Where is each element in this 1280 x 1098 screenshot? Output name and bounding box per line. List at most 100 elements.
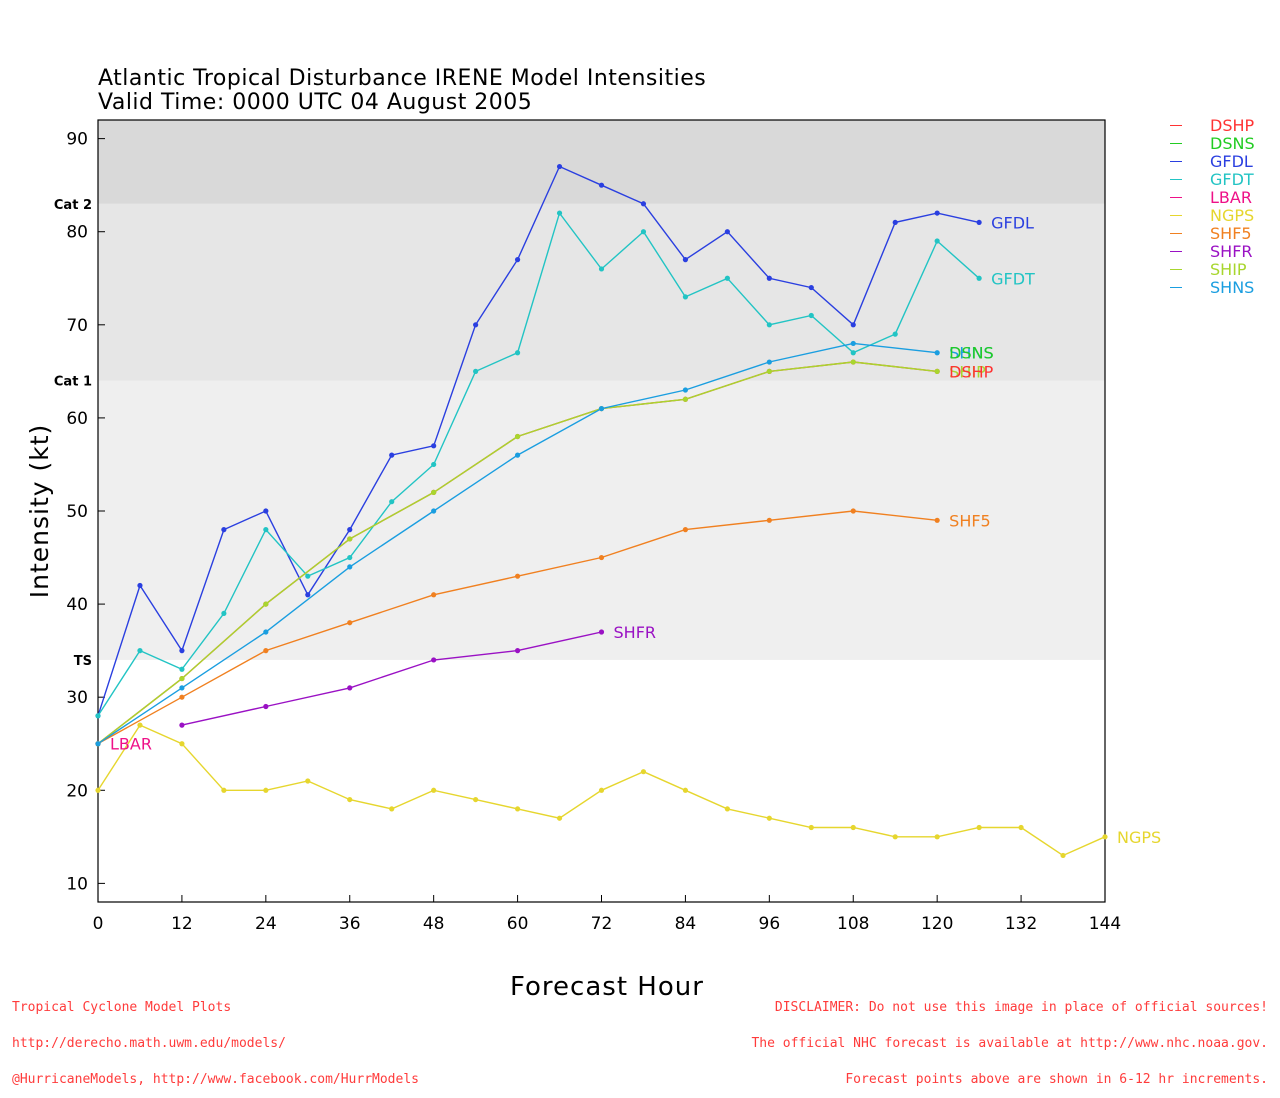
data-point-ship [514, 433, 521, 440]
legend-label: SHIP [1210, 259, 1247, 279]
data-point-gfdt [724, 275, 730, 281]
legend: DSHP DSNS GFDL GFDT LBAR NGPS SHF5 SHFR SHIP SHNS [1170, 116, 1255, 297]
data-point-shns [431, 508, 437, 514]
end-label-ship: SHIP [949, 362, 986, 381]
legend-label: SHF5 [1210, 223, 1252, 243]
legend-entry-gfdl: GFDL [1170, 152, 1255, 171]
data-point-ngps [808, 824, 814, 831]
footer-credit-line[interactable]: @HurricaneModels, http://www.facebook.co… [12, 1072, 419, 1087]
data-point-gfdt [221, 610, 227, 617]
legend-swatch [1170, 160, 1182, 162]
legend-swatch [1170, 232, 1182, 234]
data-point-ship [850, 359, 856, 365]
footer-credit-line[interactable]: http://derecho.math.uwm.edu/models/ [12, 1036, 286, 1051]
data-point-gfdl [808, 284, 814, 291]
data-point-ngps [305, 778, 311, 784]
data-point-gfdt [514, 350, 521, 356]
data-point-shfr [347, 685, 353, 691]
end-label-gfdl: GFDL [991, 213, 1034, 232]
series-line-gfdt [97, 211, 980, 717]
data-point-gfdl [473, 322, 479, 328]
legend-swatch [1170, 142, 1182, 144]
end-label-ngps: NGPS [1117, 828, 1161, 847]
band-label: TS [74, 654, 92, 669]
y-tick-label: 20 [66, 781, 88, 801]
series-line-shfr [181, 631, 602, 726]
legend-swatch [1170, 250, 1182, 252]
intensity-chart: TS Cat 1 Cat 2 10 20 30 40 50 60 70 80 90 0 12 24 36 48 6… [25, 119, 1161, 934]
end-label-shfr: SHFR [614, 623, 657, 642]
data-point-ship [347, 536, 353, 542]
legend-entry-ngps: NGPS [1170, 206, 1255, 225]
footer-credit-line: Tropical Cyclone Model Plots [12, 1000, 232, 1015]
data-point-gfdl [263, 508, 269, 514]
y-tick-label: 50 [66, 502, 88, 522]
x-tick-label: 84 [675, 914, 697, 934]
y-tick-label: 80 [66, 223, 88, 243]
data-point-gfdl [179, 648, 185, 654]
legend-entry-lbar: LBAR [1170, 188, 1255, 207]
data-point-ngps [137, 722, 143, 728]
data-point-gfdl [221, 527, 227, 533]
data-point-ngps [473, 796, 479, 803]
data-point-shf5 [514, 573, 521, 579]
data-point-ngps [514, 806, 521, 812]
legend-entry-shf5: SHF5 [1170, 223, 1255, 243]
x-tick-label: 96 [759, 914, 781, 934]
data-point-shf5 [766, 517, 772, 523]
data-point-shf5 [263, 648, 269, 654]
data-point-gfdl [682, 257, 689, 263]
data-point-gfdt [682, 294, 689, 300]
y-tick-label: 90 [66, 130, 88, 150]
data-point-ngps [556, 815, 563, 821]
x-tick-label: 12 [171, 914, 193, 934]
data-point-shns [263, 629, 269, 635]
data-point-gfdl [514, 257, 521, 263]
data-point-gfdt [389, 499, 395, 505]
data-point-gfdt [137, 648, 143, 654]
band-label: Cat 2 [54, 198, 92, 213]
y-tick-label: 40 [66, 595, 88, 615]
data-point-ngps [1102, 834, 1108, 840]
legend-entry-dsns: DSNS [1170, 134, 1255, 153]
data-point-shfr [431, 657, 437, 663]
data-point-shns [934, 350, 940, 356]
footer-disclaimer: DISCLAIMER: Do not use this image in pla… [751, 978, 1268, 1098]
y-tick-label: 70 [66, 316, 88, 336]
data-point-gfdt [808, 312, 814, 319]
data-point-shf5 [431, 592, 437, 598]
intensity-band [98, 120, 1105, 204]
data-point-gfdt [263, 527, 269, 533]
end-label-shf5: SHF5 [949, 511, 991, 530]
legend-swatch [1170, 286, 1182, 288]
legend-label: SHNS [1210, 277, 1255, 297]
data-point-gfdt [640, 229, 647, 235]
chart-subtitle: Valid Time: 0000 UTC 04 August 2005 [98, 90, 533, 115]
data-point-ship [179, 675, 185, 682]
x-tick-label: 72 [591, 914, 613, 934]
data-point-gfdt [347, 554, 353, 561]
x-tick-label: 0 [93, 914, 104, 934]
data-point-ngps [431, 787, 437, 793]
data-point-shf5 [179, 694, 185, 700]
data-point-gfdl [892, 219, 898, 226]
series-line-gfdl [97, 165, 980, 717]
end-label-gfdt: GFDT [991, 269, 1035, 288]
data-point-shns [514, 452, 521, 458]
legend-label: SHFR [1210, 241, 1253, 261]
data-point-ship [766, 368, 772, 374]
data-point-gfdl [431, 443, 437, 449]
x-tick-label: 132 [1005, 914, 1037, 934]
legend-swatch [1170, 268, 1182, 270]
data-point-ngps [389, 806, 395, 812]
data-point-gfdt [850, 350, 856, 356]
chart-title: Atlantic Tropical Disturbance IRENE Mode… [98, 66, 707, 91]
data-point-ngps [682, 787, 689, 793]
data-point-ngps [850, 824, 856, 831]
x-tick-label: 108 [837, 914, 869, 934]
data-point-gfdt [95, 713, 101, 719]
data-point-ngps [1060, 852, 1066, 859]
legend-label: GFDT [1210, 169, 1254, 189]
data-point-ngps [347, 796, 353, 803]
footer-disclaimer-line: The official NHC forecast is available a… [751, 1036, 1268, 1051]
